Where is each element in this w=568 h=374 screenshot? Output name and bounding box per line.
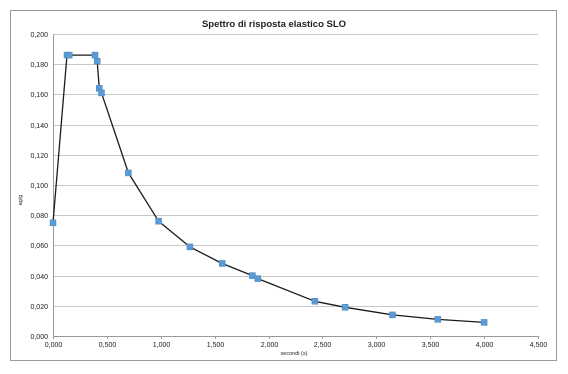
x-tick-label: 3,000 bbox=[368, 342, 386, 349]
data-point bbox=[434, 316, 442, 323]
x-axis-label: secondi (s) bbox=[281, 351, 308, 357]
series-line bbox=[52, 54, 485, 324]
data-point bbox=[254, 275, 262, 282]
data-point bbox=[218, 260, 226, 267]
data-point bbox=[91, 51, 99, 59]
x-tick-labels: 0,000 0,500 1,000 1,500 2,000 2,500 3,000 3,500… bbox=[45, 342, 548, 349]
x-tick-label: 0,500 bbox=[99, 342, 117, 349]
y-tick-label: 0,200 bbox=[30, 32, 48, 39]
grid-lines bbox=[53, 34, 538, 307]
y-tick-label: 0,140 bbox=[30, 123, 48, 130]
y-tick-label: 0,000 bbox=[30, 334, 48, 341]
y-tick-labels: 0,000 0,020 0,040 0,060 0,080 0,100 0,120 0,140… bbox=[30, 32, 48, 341]
y-tick-label: 0,100 bbox=[30, 183, 48, 190]
chart-title: Spettro di risposta elastico SLO bbox=[202, 19, 346, 30]
data-point bbox=[311, 298, 319, 305]
y-tick-label: 0,180 bbox=[30, 62, 48, 69]
x-tick-label: 2,000 bbox=[261, 342, 279, 349]
data-point bbox=[186, 243, 194, 251]
data-point bbox=[93, 57, 101, 65]
data-point bbox=[155, 217, 162, 225]
y-tick-label: 0,020 bbox=[30, 304, 48, 311]
y-tick-label: 0,080 bbox=[30, 213, 48, 220]
y-tick-label: 0,040 bbox=[30, 274, 48, 281]
data-point bbox=[341, 304, 349, 311]
data-point bbox=[98, 89, 105, 97]
x-tick-label: 1,500 bbox=[207, 342, 225, 349]
data-point bbox=[49, 219, 57, 227]
data-point bbox=[65, 51, 73, 59]
x-tick-label: 4,000 bbox=[476, 342, 494, 349]
markers bbox=[49, 51, 488, 326]
x-tick-label: 1,000 bbox=[153, 342, 171, 349]
x-tick-label: 0,000 bbox=[45, 342, 63, 349]
data-point bbox=[389, 311, 396, 319]
y-tick-label: 0,120 bbox=[30, 153, 48, 160]
data-point bbox=[480, 319, 488, 326]
series bbox=[52, 54, 485, 324]
x-tick-label: 4,500 bbox=[530, 342, 548, 349]
data-point bbox=[125, 169, 132, 177]
y-axis-label: ag/g bbox=[18, 195, 24, 206]
axes bbox=[53, 34, 539, 339]
x-tick-label: 3,500 bbox=[422, 342, 440, 349]
x-tick-label: 2,500 bbox=[314, 342, 332, 349]
y-tick-label: 0,160 bbox=[30, 92, 48, 99]
data-point bbox=[249, 272, 256, 279]
y-tick-label: 0,060 bbox=[30, 243, 48, 250]
